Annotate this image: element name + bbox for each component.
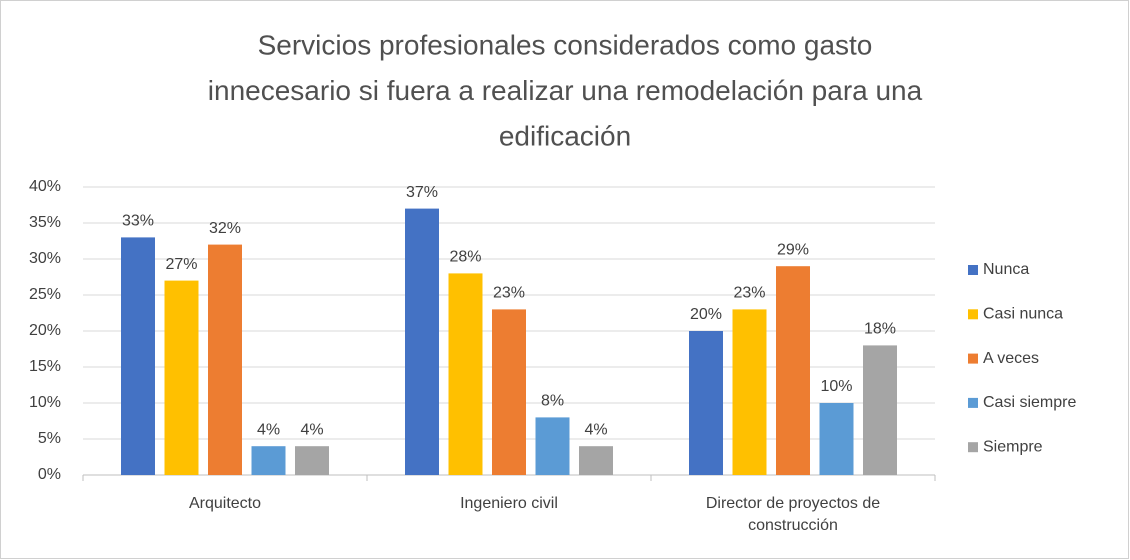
bar <box>732 309 767 475</box>
y-tick-label: 5% <box>38 430 61 447</box>
bar <box>579 446 613 475</box>
bar <box>251 446 286 475</box>
legend-swatch <box>968 265 978 275</box>
chart-title: Servicios profesionales considerados com… <box>258 29 873 60</box>
data-label: 4% <box>257 421 280 438</box>
data-label: 20% <box>690 306 722 323</box>
data-label: 8% <box>541 393 564 410</box>
data-label: 4% <box>584 421 607 438</box>
legend-label: Casi nunca <box>983 306 1063 323</box>
x-tick-label: Director de proyectos de construcción <box>705 495 881 534</box>
legend-swatch <box>968 397 978 408</box>
y-tick-label: 30% <box>29 250 61 267</box>
chart-title: innecesario si fuera a realizar una remo… <box>208 75 923 106</box>
legend-swatch <box>968 309 978 320</box>
y-tick-label: 20% <box>29 322 61 339</box>
data-label: 29% <box>777 241 809 258</box>
bar <box>863 345 897 475</box>
y-tick-label: 35% <box>29 214 61 231</box>
data-label: 27% <box>165 256 197 273</box>
legend-label: A veces <box>983 350 1039 367</box>
y-tick-label: 15% <box>29 358 61 375</box>
data-label: 4% <box>300 421 323 438</box>
data-label: 23% <box>733 285 765 302</box>
legend-swatch <box>968 442 978 453</box>
bar <box>295 446 329 475</box>
bar <box>776 266 810 475</box>
legend-label: Casi siempre <box>983 394 1076 411</box>
bar <box>448 273 483 475</box>
y-tick-label: 25% <box>29 286 61 303</box>
legend-swatch <box>968 353 978 364</box>
bar <box>121 237 155 475</box>
legend-label: Siempre <box>983 438 1043 455</box>
bar <box>689 331 723 475</box>
y-tick-label: 40% <box>29 178 61 195</box>
data-label: 23% <box>493 285 525 302</box>
x-tick-label: Arquitecto <box>188 495 262 512</box>
data-label: 37% <box>406 184 438 201</box>
chart-title: edificación <box>499 120 631 151</box>
legend-label: Nunca <box>983 261 1029 278</box>
bar <box>405 208 439 475</box>
data-label: 33% <box>122 213 154 230</box>
y-tick-label: 0% <box>38 466 61 483</box>
data-label: 18% <box>864 321 896 338</box>
data-label: 10% <box>820 378 852 395</box>
y-tick-label: 10% <box>29 394 61 411</box>
bar <box>164 280 199 475</box>
x-tick-label: Ingeniero civil <box>460 495 558 512</box>
bar <box>535 417 570 475</box>
data-label: 32% <box>209 220 241 237</box>
bar <box>492 309 526 475</box>
bar <box>819 403 854 475</box>
data-label: 28% <box>449 249 481 266</box>
bar <box>208 244 242 475</box>
